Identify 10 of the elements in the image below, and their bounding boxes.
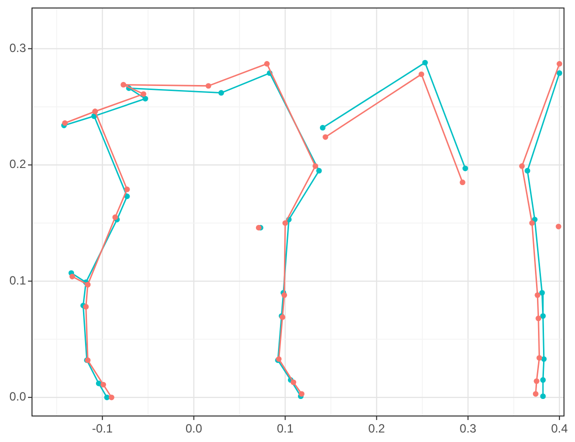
y-tick-label: 0.3 bbox=[9, 40, 26, 55]
x-tick-label: 0.4 bbox=[551, 422, 568, 436]
x-tick-label: -0.1 bbox=[92, 422, 114, 436]
x-tick-label: 0.1 bbox=[276, 422, 294, 436]
y-tick-label: 0.0 bbox=[9, 390, 26, 404]
y-tick-label: 0.1 bbox=[9, 273, 26, 288]
x-tick-label: 0.3 bbox=[460, 422, 477, 436]
x-tick-label: 0.2 bbox=[368, 422, 386, 436]
x-tick-label: 0.0 bbox=[185, 422, 202, 436]
y-tick-label: 0.2 bbox=[9, 157, 26, 172]
